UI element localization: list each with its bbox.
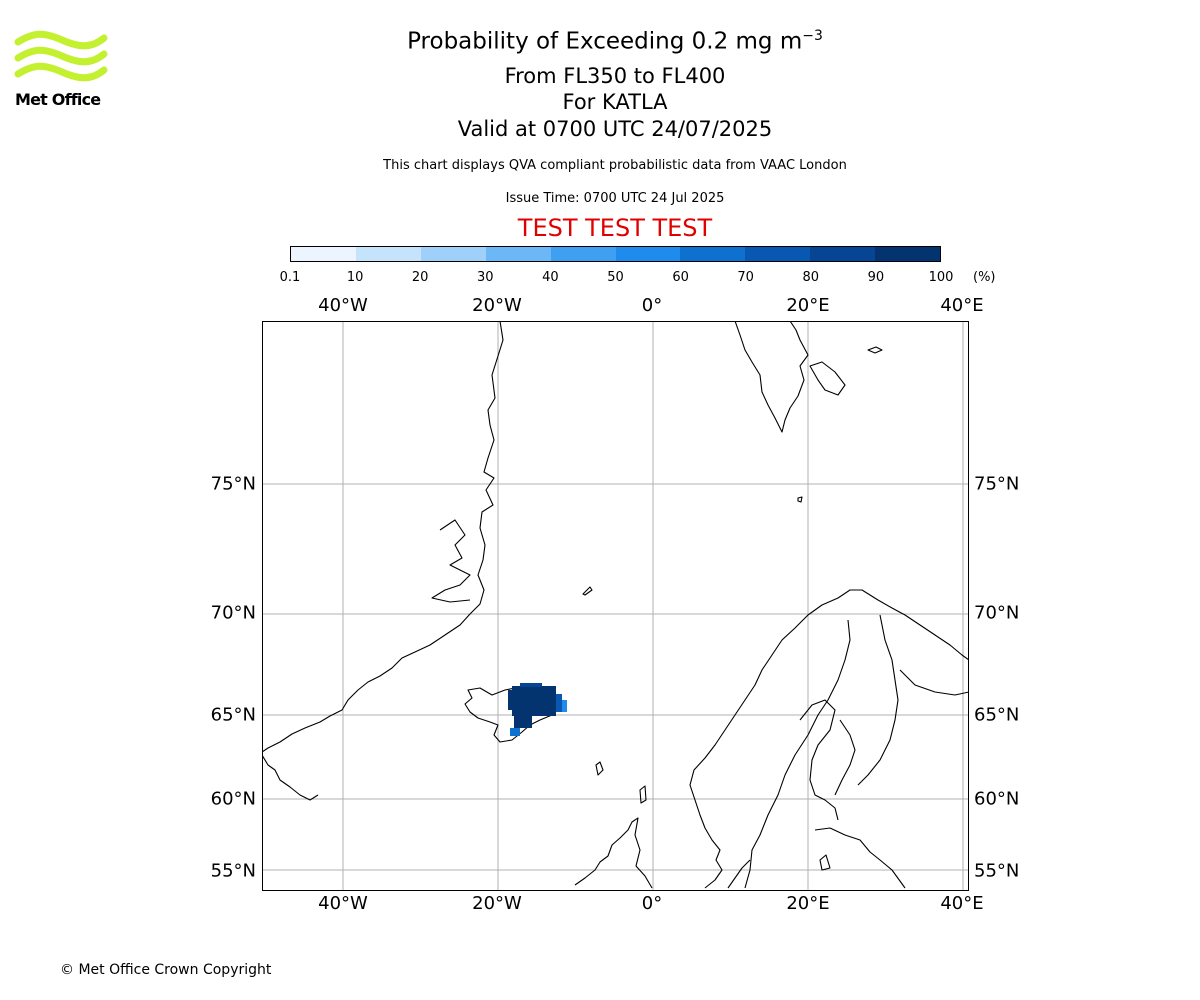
copyright-text: © Met Office Crown Copyright xyxy=(60,962,272,978)
chart-title: Probability of Exceeding 0.2 mg m−3 xyxy=(0,28,1200,55)
coast-jan-mayen xyxy=(582,586,593,596)
coast-gotland xyxy=(819,854,831,871)
issue-time-text: Issue Time: 0700 UTC 24 Jul 2025 xyxy=(505,191,725,206)
colorbar-tick-label: 100 xyxy=(928,270,954,285)
lat-label-left-60n: 60°N xyxy=(210,788,256,810)
colorbar-tick-label: 90 xyxy=(867,270,885,285)
lat-label-right-55n: 55°N xyxy=(974,860,1020,882)
coast-kola xyxy=(899,669,969,696)
coast-greenland-fjords xyxy=(431,519,471,603)
colorbar-segment xyxy=(875,247,941,261)
colorbar-tick-label: 70 xyxy=(737,270,754,285)
title-text: Probability of Exceeding 0.2 mg m xyxy=(407,28,803,55)
flight-level-subtitle: From FL350 to FL400 xyxy=(504,64,726,88)
coast-scotland xyxy=(574,817,653,889)
colorbar-tick-label: 20 xyxy=(411,270,429,285)
coast-shetland xyxy=(639,785,647,804)
colorbar-tick-label: 50 xyxy=(607,270,624,285)
colorbar-tick-label: 40 xyxy=(542,270,559,285)
lat-label-left-75n: 75°N xyxy=(210,473,256,495)
lon-label-top-40w: 40°W xyxy=(318,295,368,316)
lat-label-right-60n: 60°N xyxy=(974,788,1020,810)
lat-label-left-70n: 70°N xyxy=(210,602,256,624)
colorbar-segment xyxy=(745,247,811,261)
border-finland-russia xyxy=(857,614,899,786)
probability-colorbar xyxy=(290,246,941,262)
border-norway-sweden xyxy=(744,619,851,889)
coast-finland-west xyxy=(834,719,856,796)
met-office-wave-icon xyxy=(14,30,108,82)
lon-label-bottom-20w: 20°W xyxy=(472,893,522,914)
colorbar-segment xyxy=(615,247,681,261)
lon-label-top-20w: 20°W xyxy=(472,295,522,316)
lon-label-bottom-20e: 20°E xyxy=(786,893,830,914)
colorbar-tick-label: 60 xyxy=(672,270,689,285)
map-background xyxy=(262,321,969,891)
logo-text: Met Office xyxy=(15,90,101,109)
coastlines xyxy=(262,321,969,889)
map-panel xyxy=(262,321,969,891)
lat-label-left-65n: 65°N xyxy=(210,704,256,726)
colorbar-unit: (%) xyxy=(973,270,996,285)
coast-svalbard xyxy=(734,321,809,433)
plume-core xyxy=(512,686,556,716)
lon-label-top-0: 0° xyxy=(641,295,663,316)
lat-label-right-70n: 70°N xyxy=(974,602,1020,624)
plume-edge-south xyxy=(510,728,520,736)
colorbar-segment xyxy=(550,247,616,261)
coast-baltic xyxy=(814,827,906,889)
plume-core-south xyxy=(514,712,532,728)
colorbar-tick-label: 10 xyxy=(346,270,364,285)
plume-edge-north xyxy=(520,683,542,687)
volcano-subtitle: For KATLA xyxy=(562,90,668,114)
lon-label-bottom-0: 0° xyxy=(641,893,663,914)
coast-denmark xyxy=(727,859,751,889)
lon-label-top-20e: 20°E xyxy=(786,295,830,316)
disclaimer-text: This chart displays QVA compliant probab… xyxy=(383,158,847,173)
lon-label-bottom-40w: 40°W xyxy=(318,893,368,914)
title-exponent: −3 xyxy=(802,28,823,44)
coast-kvitoya xyxy=(867,346,883,354)
colorbar-tick-label: 0.1 xyxy=(279,270,301,285)
test-banner: TEST TEST TEST xyxy=(517,214,713,242)
coast-gulf-bothnia xyxy=(799,699,839,821)
colorbar-segment xyxy=(420,247,486,261)
map-frame xyxy=(262,321,969,891)
lon-label-bottom-40e: 40°E xyxy=(940,893,984,914)
colorbar-segment xyxy=(485,247,551,261)
exceedance-area xyxy=(508,683,567,736)
coast-greenland-south xyxy=(262,754,319,801)
lat-label-right-65n: 65°N xyxy=(974,704,1020,726)
colorbar-segment xyxy=(810,247,876,261)
coast-svalbard-east xyxy=(809,361,846,396)
coast-scandinavia xyxy=(689,589,969,889)
colorbar-segment xyxy=(291,247,356,261)
colorbar-segment xyxy=(680,247,746,261)
met-office-logo: Met Office xyxy=(14,30,109,112)
coast-greenland xyxy=(262,321,504,753)
lat-label-left-55n: 55°N xyxy=(210,860,256,882)
lat-label-right-75n: 75°N xyxy=(974,473,1020,495)
lon-label-top-40e: 40°E xyxy=(940,295,984,316)
coast-faroe xyxy=(595,761,604,776)
plume-core-west xyxy=(508,690,516,710)
colorbar-tick-label: 80 xyxy=(802,270,820,285)
coast-bear-island xyxy=(797,496,803,503)
colorbar-tick-label: 30 xyxy=(477,270,494,285)
plume-edge-far-east xyxy=(562,700,567,712)
map-gridlines xyxy=(262,321,969,891)
colorbar-segment xyxy=(355,247,421,261)
plume-edge-east xyxy=(556,694,562,712)
valid-time-subtitle: Valid at 0700 UTC 24/07/2025 xyxy=(457,117,773,141)
